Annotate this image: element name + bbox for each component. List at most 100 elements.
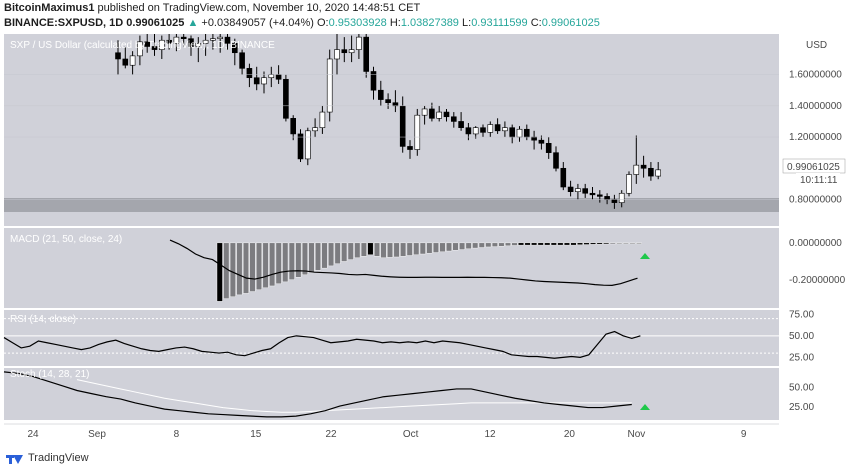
stoch-pane-bg: [4, 368, 779, 420]
x-tick-label: 24: [27, 429, 39, 440]
rsi-series: [3, 318, 779, 359]
macd-histogram-bar: [636, 242, 642, 245]
candle-body: [319, 111, 326, 128]
candle-body: [421, 108, 428, 116]
candle-body: [582, 188, 589, 194]
candle-body: [618, 192, 625, 203]
macd-histogram-bar: [596, 242, 603, 245]
rsi-pane-bg: [4, 310, 779, 366]
candle-body: [611, 199, 618, 203]
candle-body: [538, 139, 545, 144]
candle-body: [122, 58, 129, 66]
candle-body: [283, 78, 289, 119]
candle-body: [188, 38, 194, 47]
price-tick-label: 1.20000000: [789, 132, 842, 143]
candle-body: [523, 128, 530, 138]
macd-histogram-bar: [557, 242, 564, 246]
candle-body: [180, 36, 187, 39]
stoch-tick-label: 25.00: [789, 402, 814, 413]
macd-tick-label: 0.00000000: [789, 238, 842, 249]
macd-histogram-bar: [275, 242, 282, 284]
countdown-tag: [796, 173, 840, 186]
macd-histogram-bar: [505, 242, 511, 247]
macd-histogram-bar: [223, 242, 230, 299]
macd-histogram-bar: [590, 242, 597, 245]
candle-body: [443, 111, 450, 118]
candle-body: [356, 36, 362, 50]
change-value: +0.03849057 (+4.04%): [201, 17, 314, 29]
candle-body: [261, 77, 267, 85]
candle-body: [509, 127, 516, 138]
macd-line: [169, 239, 638, 286]
stoch-up-signal-icon: [640, 404, 650, 410]
candle-body: [436, 111, 443, 119]
macd-histogram-bar: [249, 242, 256, 292]
macd-histogram-bar: [413, 242, 420, 255]
macd-histogram-bar: [609, 242, 616, 245]
axis-labels: 1.60000000 1.40000000 1.20000000 0.80000000…: [4, 70, 846, 440]
candle-body: [275, 74, 282, 80]
macd-histogram-bar: [583, 242, 590, 245]
candle-body: [297, 133, 304, 160]
macd-histogram-bar: [374, 242, 380, 257]
stoch-k-line: [3, 371, 632, 418]
macd-pane-bg: [4, 228, 779, 308]
macd-histogram-bar: [387, 242, 393, 258]
candle-body: [596, 194, 603, 197]
axis-unit-label: USD: [806, 40, 827, 51]
macd-histogram-bar: [242, 242, 249, 294]
footer-brand[interactable]: TradingView: [28, 452, 89, 464]
macd-histogram-bar: [544, 242, 551, 246]
rsi-tick-label: 50.00: [789, 331, 814, 342]
macd-histogram-bar: [236, 242, 243, 296]
candle-body: [494, 124, 501, 132]
low-label: L:: [462, 17, 472, 29]
macd-histogram-bar: [491, 242, 498, 247]
x-tick-label: Nov: [628, 429, 646, 440]
macd-histogram-bar: [550, 242, 557, 246]
high-label: H:: [389, 17, 401, 29]
author-name[interactable]: BitcoinMaximus1: [4, 2, 95, 14]
candle-body: [450, 116, 457, 122]
candle-body: [414, 114, 421, 150]
candle-body: [516, 128, 523, 138]
candle-body: [567, 186, 574, 193]
macd-histogram-bar: [360, 242, 367, 257]
macd-histogram-bar: [577, 242, 583, 245]
symbol-label[interactable]: BINANCE:SXPUSD, 1D: [4, 17, 124, 29]
macd-histogram-bar: [524, 242, 531, 246]
macd-histogram-bar: [282, 242, 289, 283]
macd-up-signal-icon: [640, 253, 650, 259]
macd-histogram-bar: [426, 242, 433, 254]
candle-body: [217, 36, 223, 39]
publish-text: published on TradingView.com, November 1…: [94, 2, 421, 14]
price-series: [115, 34, 662, 209]
stoch-series: [3, 371, 632, 418]
candle-body: [626, 174, 632, 194]
macd-tick-label: -0.20000000: [789, 275, 846, 286]
close-value: 0.99061025: [541, 17, 600, 29]
macd-histogram-bar: [262, 242, 269, 289]
candle-body: [144, 41, 150, 47]
candle-body: [151, 46, 158, 50]
candle-body: [246, 68, 253, 79]
candle-body: [399, 105, 406, 147]
macd-histogram-bar: [622, 242, 629, 245]
macd-histogram-bar: [537, 242, 544, 246]
macd-histogram-bar: [367, 242, 374, 255]
candle-body: [575, 188, 581, 193]
macd-histogram-bar: [229, 242, 236, 297]
candle-body: [648, 167, 654, 177]
low-value: 0.93111599: [471, 17, 528, 29]
candle-body: [129, 55, 136, 66]
candle-body: [363, 36, 370, 72]
macd-histogram-bar: [400, 242, 407, 257]
x-tick-label: Sep: [88, 429, 106, 440]
macd-histogram-bar: [518, 242, 524, 246]
candle-body: [487, 124, 494, 133]
stoch-pane-title: Stoch (14, 28, 21): [10, 369, 90, 380]
candle-body: [553, 152, 559, 169]
symbol-line: BINANCE:SXPUSD, 1D 0.99061025 ▲ +0.03849…: [4, 16, 600, 30]
candle-body: [115, 52, 121, 60]
